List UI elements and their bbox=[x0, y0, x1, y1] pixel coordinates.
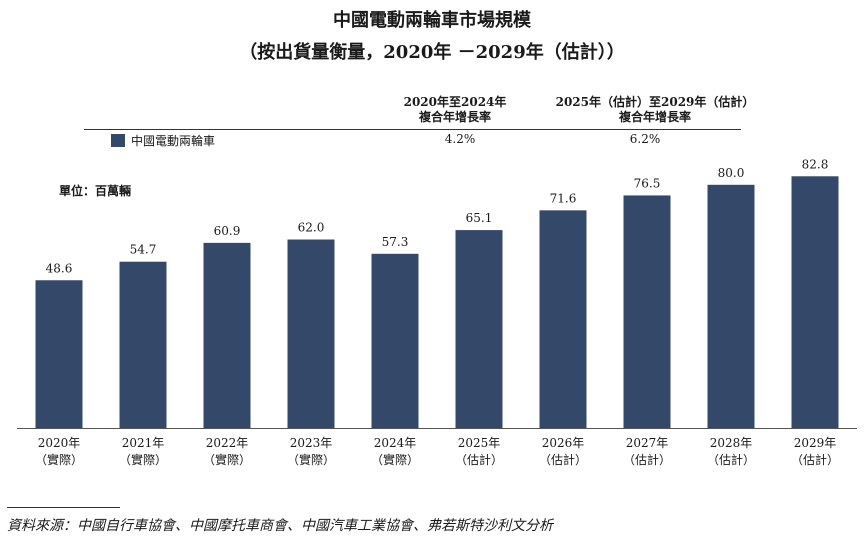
source-note: 資料來源：中國自行車協會、中國摩托車商會、中國汽車工業協會、弗若斯特沙利文分析 bbox=[7, 518, 553, 534]
x-tick-label: （實際） bbox=[287, 452, 335, 467]
chart-subtitle: （按出貨量衡量，2020年 －2029年（估計）） bbox=[239, 42, 625, 63]
x-tick-label: 2020年 bbox=[38, 436, 81, 450]
x-tick-label: 2027年 bbox=[626, 436, 669, 450]
bar bbox=[287, 239, 335, 428]
bar bbox=[455, 230, 503, 428]
x-tick-label: 2024年 bbox=[374, 436, 417, 450]
cagr-header-line: 2025年（估計）至2029年（估計） bbox=[555, 95, 755, 109]
x-tick-label: （估計） bbox=[791, 452, 839, 467]
data-label: 48.6 bbox=[46, 261, 73, 275]
cagr-header-2020-2024: 2020年至2024年 複合年增長率 bbox=[380, 95, 530, 125]
cagr-header-line: 複合年增長率 bbox=[618, 110, 691, 124]
data-label: 82.8 bbox=[802, 157, 829, 171]
cagr-header-line: 2020年至2024年 bbox=[403, 95, 507, 109]
x-tick-label: （實際） bbox=[119, 452, 167, 467]
x-tick-label: （實際） bbox=[371, 452, 419, 467]
bar bbox=[371, 253, 419, 428]
cagr-value-2025-2029: 6.2% bbox=[629, 132, 661, 146]
legend-label: 中國電動兩輪車 bbox=[131, 134, 216, 148]
x-tick-label: 2029年 bbox=[794, 436, 837, 450]
x-tick-label: 2026年 bbox=[542, 436, 585, 450]
data-label: 71.6 bbox=[550, 191, 577, 205]
data-label: 57.3 bbox=[382, 235, 409, 249]
data-label: 65.1 bbox=[466, 211, 493, 225]
x-tick-label: （實際） bbox=[203, 452, 251, 467]
unit-label: 單位：百萬輛 bbox=[59, 184, 132, 198]
data-label: 54.7 bbox=[130, 243, 157, 257]
legend-swatch bbox=[111, 134, 125, 147]
chart-title: 中國電動兩輪車市場規模 bbox=[333, 10, 531, 31]
x-tick-label: 2028年 bbox=[710, 436, 753, 450]
source-rule bbox=[7, 507, 120, 508]
x-tick-label: （實際） bbox=[35, 452, 83, 467]
data-label: 76.5 bbox=[634, 176, 661, 190]
x-tick-label: （估計） bbox=[539, 452, 587, 467]
bar bbox=[119, 261, 167, 428]
x-tick-label: 2025年 bbox=[458, 436, 501, 450]
cagr-header-line: 複合年增長率 bbox=[418, 110, 491, 124]
bar bbox=[539, 210, 587, 428]
x-tick-label: （估計） bbox=[707, 452, 755, 467]
x-tick-label: 2023年 bbox=[290, 436, 333, 450]
bar bbox=[35, 280, 83, 428]
bar bbox=[791, 176, 839, 428]
data-label: 60.9 bbox=[214, 224, 241, 238]
data-label: 62.0 bbox=[298, 221, 325, 235]
x-tick-label: 2021年 bbox=[122, 436, 165, 450]
cagr-value-2020-2024: 4.2% bbox=[444, 132, 476, 146]
bar bbox=[203, 242, 251, 428]
cagr-header-2025-2029: 2025年（估計）至2029年（估計） 複合年增長率 bbox=[535, 95, 775, 125]
bar bbox=[623, 195, 671, 428]
bar bbox=[707, 184, 755, 428]
x-tick-label: （估計） bbox=[623, 452, 671, 467]
data-label: 80.0 bbox=[718, 166, 745, 180]
x-tick-label: 2022年 bbox=[206, 436, 249, 450]
cagr-table-rule bbox=[84, 129, 741, 130]
x-tick-label: （估計） bbox=[455, 452, 503, 467]
